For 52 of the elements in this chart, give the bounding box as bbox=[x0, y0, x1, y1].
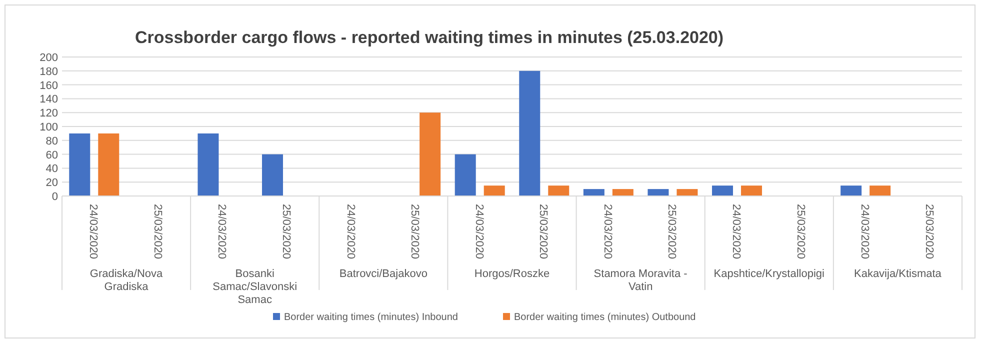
legend-label: Border waiting times (minutes) Outbound bbox=[514, 312, 696, 323]
y-tick-label: 180 bbox=[40, 66, 58, 78]
y-tick-label: 140 bbox=[40, 94, 58, 106]
x-tick-label: 24/03/2020 bbox=[87, 204, 100, 260]
bar bbox=[712, 186, 733, 196]
y-tick-label: 40 bbox=[46, 163, 58, 176]
bar bbox=[519, 70, 540, 196]
x-tick-label: 24/03/2020 bbox=[344, 204, 356, 260]
bar bbox=[484, 186, 505, 196]
text: Batrovci/Bajakovo bbox=[339, 268, 428, 280]
text: Gradiska/Nova Gradiska bbox=[90, 268, 164, 293]
text: Bosanki Samac/Slavonski Samac bbox=[212, 268, 298, 306]
text: Horgos/Roszke bbox=[474, 268, 550, 280]
x-tick-label: 24/03/2020 bbox=[601, 204, 614, 260]
x-tick-label: 25/03/2020 bbox=[408, 204, 421, 260]
x-tick-label: 25/03/2020 bbox=[537, 204, 550, 260]
chart-title: Crossborder cargo flows - reported waiting times in minutes (25.03.2020) bbox=[135, 28, 724, 47]
y-tick-label: 160 bbox=[40, 80, 58, 92]
bar bbox=[612, 189, 634, 196]
y-tick-label: 60 bbox=[46, 149, 58, 162]
text: Stamora Moravita - Vatin bbox=[594, 268, 688, 293]
bar bbox=[676, 189, 698, 196]
text: Kapshtice/Krystallopigi bbox=[714, 268, 824, 280]
x-tick-label: 24/03/2020 bbox=[858, 204, 871, 260]
y-tick-label: 0 bbox=[52, 191, 58, 203]
x-tick-label: 24/03/2020 bbox=[216, 204, 228, 260]
y-tick-label: 80 bbox=[46, 135, 58, 148]
x-tick-label: 25/03/2020 bbox=[151, 204, 164, 260]
x-tick-label: 25/03/2020 bbox=[666, 204, 678, 260]
bar bbox=[583, 189, 604, 196]
x-tick-label: 25/03/2020 bbox=[280, 204, 292, 260]
bar bbox=[262, 154, 283, 196]
bar bbox=[741, 186, 762, 196]
bar bbox=[454, 154, 476, 196]
legend-label: Border waiting times (minutes) Inbound bbox=[284, 312, 458, 323]
bar bbox=[198, 133, 219, 196]
text: Kakavija/Ktismata bbox=[854, 268, 942, 280]
bar bbox=[420, 112, 441, 196]
bar bbox=[840, 186, 862, 196]
y-tick-label: 200 bbox=[40, 52, 58, 64]
bar bbox=[648, 189, 669, 196]
x-tick-label: 24/03/2020 bbox=[472, 204, 485, 260]
y-tick-label: 100 bbox=[40, 122, 58, 134]
y-tick-label: 120 bbox=[40, 108, 58, 120]
x-tick-label: 24/03/2020 bbox=[730, 204, 742, 260]
bar bbox=[870, 186, 891, 196]
x-tick-label: 25/03/2020 bbox=[922, 204, 935, 260]
bar bbox=[548, 186, 570, 196]
y-tick-label: 20 bbox=[46, 177, 58, 190]
x-tick-label: 25/03/2020 bbox=[794, 204, 806, 260]
bar bbox=[69, 133, 90, 196]
bar bbox=[98, 133, 120, 196]
